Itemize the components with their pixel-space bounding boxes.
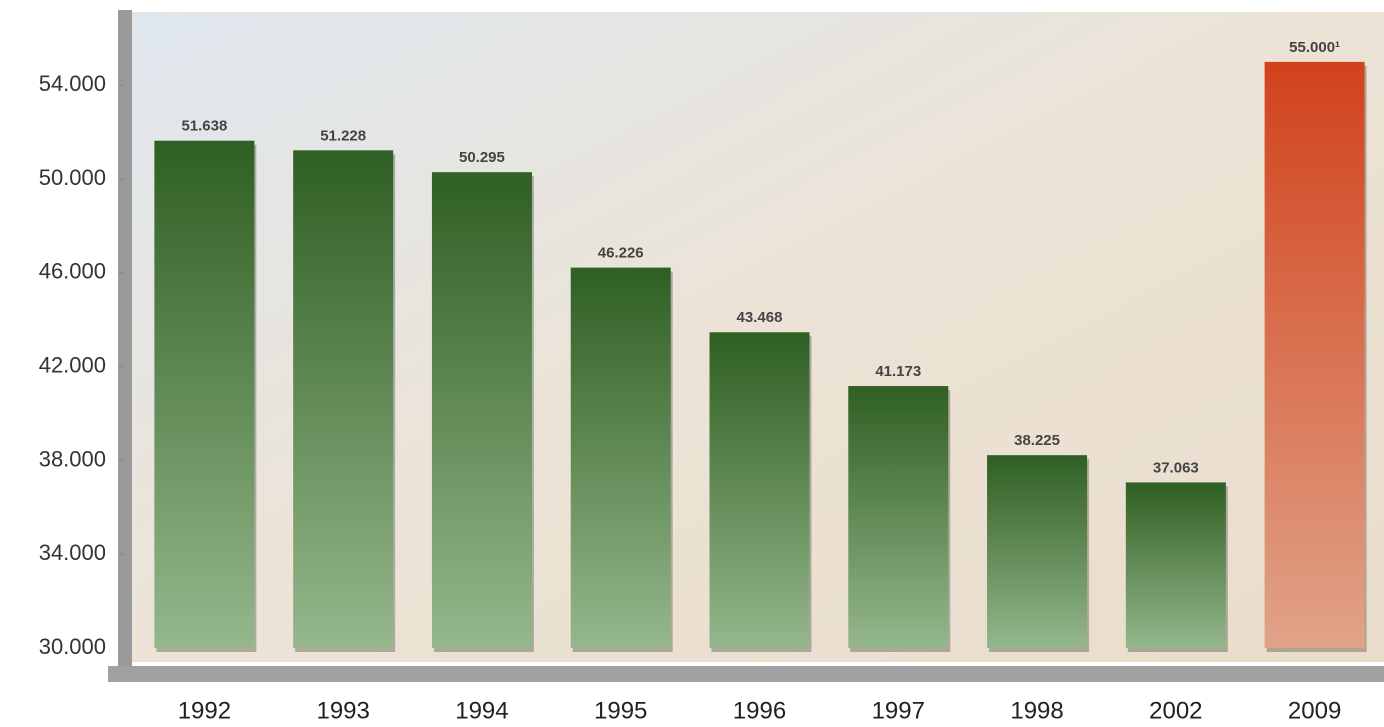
y-tick-label: 54.000 [39,71,106,96]
x-tick-label: 1994 [455,697,508,724]
bar [848,386,948,648]
chart: 30.000 34.000 38.000 42.000 46.000 50.000 54.0… [0,0,1384,727]
value-label: 51.228 [320,127,366,144]
y-tick-label: 42.000 [39,352,106,377]
y-tick-label: 34.000 [39,540,106,565]
value-label: 50.295 [459,149,505,166]
value-label: 46.226 [598,245,644,262]
value-label: 38.225 [1014,432,1060,449]
y-tick-label: 50.000 [39,165,106,190]
y-tick-label: 38.000 [39,446,106,471]
x-tick-label: 1993 [316,697,369,724]
bar [293,150,393,648]
value-label: 37.063 [1153,459,1199,476]
value-label: 41.173 [875,363,921,380]
y-tick-label: 30.000 [39,634,106,659]
x-tick-label: 1996 [733,697,786,724]
y-axis [118,10,132,680]
value-label: 43.468 [737,309,783,326]
x-tick-label: 1992 [178,697,231,724]
value-label: 51.638 [181,118,227,135]
x-tick-label: 2009 [1288,697,1341,724]
bar [154,141,254,648]
y-tick-label: 46.000 [39,259,106,284]
bar [571,268,671,648]
x-tick-label: 2002 [1149,697,1202,724]
bar [710,332,810,648]
page: 30.000 34.000 38.000 42.000 46.000 50.000 54.0… [0,0,1384,727]
bar [987,455,1087,648]
bar [1265,62,1365,648]
bar [432,172,532,648]
x-tick-label: 1998 [1010,697,1063,724]
value-label: 55.000¹ [1289,39,1340,56]
x-tick-label: 1995 [594,697,647,724]
x-tick-label: 1997 [872,697,925,724]
x-axis [108,666,1384,682]
bar [1126,482,1226,648]
